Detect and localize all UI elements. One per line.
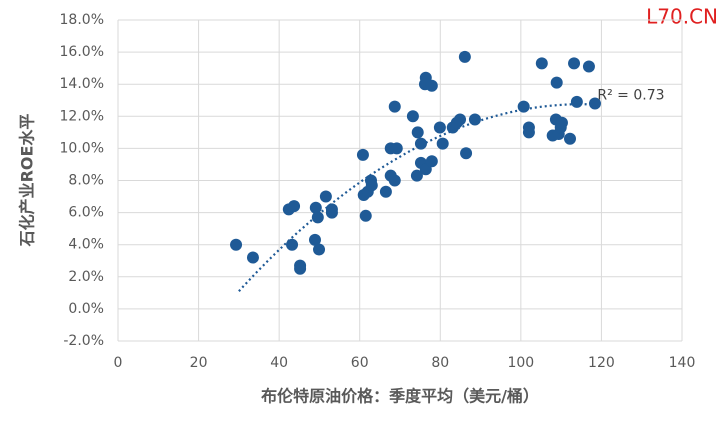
point [308,233,321,246]
x-tick-label: 60 [351,355,369,371]
y-tick-label: 6.0% [68,205,104,221]
point [522,126,535,139]
point [288,200,301,213]
y-tick-label: 10.0% [60,140,104,156]
y-tick-label: 4.0% [68,237,104,253]
point [294,262,307,275]
point [550,76,563,89]
x-axis-label: 布伦特原油价格：季度平均（美元/桶） [261,387,539,406]
point [379,185,392,198]
trendline-label: R² = 0.73 [597,87,664,103]
point [425,79,438,92]
point [436,137,449,150]
point [568,57,581,70]
y-tick-label: 14.0% [60,76,104,92]
y-tick-label: 16.0% [60,44,104,60]
y-tick-label: 2.0% [68,269,104,285]
y-tick-label: 8.0% [68,173,104,189]
point [570,95,583,108]
x-tick-label: 80 [431,355,449,371]
point [359,209,372,222]
point [411,126,424,139]
point [582,60,595,73]
y-axis-label: 石化产业ROE水平 [18,114,37,248]
point [388,100,401,113]
point [425,155,438,168]
x-tick-label: 40 [270,355,288,371]
point [517,100,530,113]
x-tick-label: 0 [114,355,123,371]
point [454,113,467,126]
x-tick-label: 140 [669,355,696,371]
point [535,57,548,70]
point [356,148,369,161]
point [410,169,423,182]
y-tick-label: 18.0% [60,12,104,28]
x-tick-label: 120 [588,355,615,371]
point [468,113,481,126]
point [460,147,473,160]
point [588,97,601,110]
point [325,203,338,216]
point [246,251,259,264]
y-tick-label: 0.0% [68,301,104,317]
point [433,121,446,134]
y-tick-label: -2.0% [63,333,104,349]
point [406,110,419,123]
point [555,116,568,129]
point [414,137,427,150]
point [311,211,324,224]
point [230,238,243,251]
x-tick-label: 20 [190,355,208,371]
point [365,179,378,192]
point [319,190,332,203]
x-tick-label: 100 [507,355,534,371]
point [390,142,403,155]
point [458,50,471,63]
y-tick-label: 12.0% [60,108,104,124]
point [388,174,401,187]
point [313,243,326,256]
point [309,201,322,214]
point [564,132,577,145]
